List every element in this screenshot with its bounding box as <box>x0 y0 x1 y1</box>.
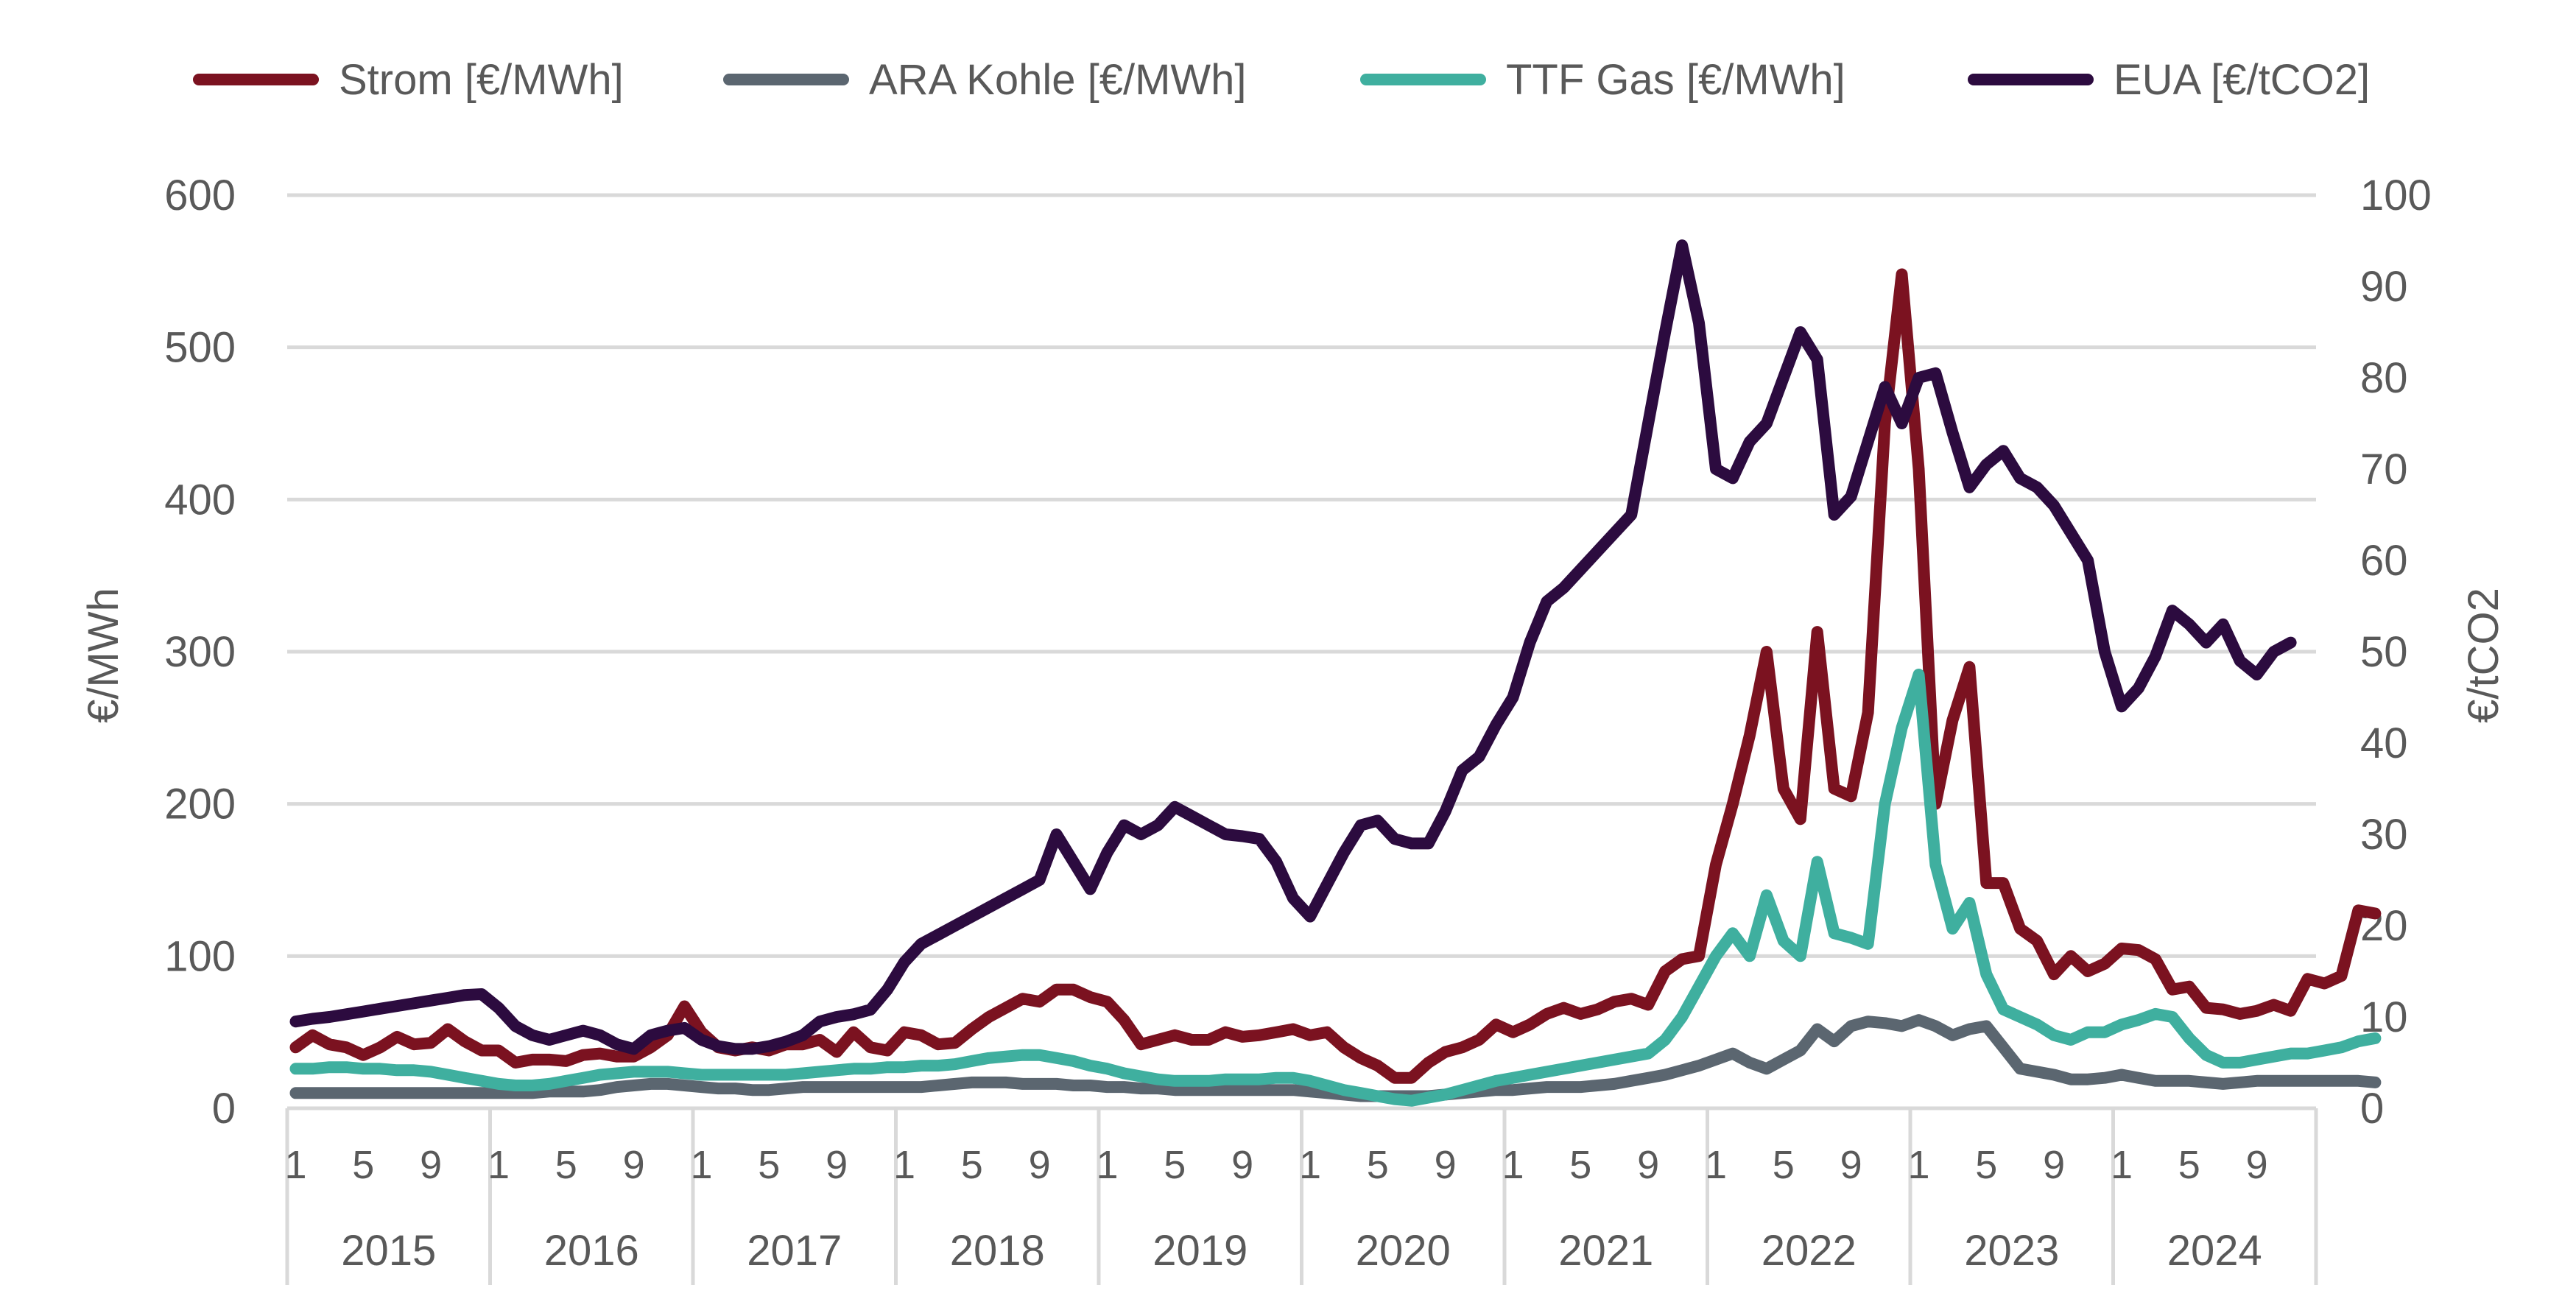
right-y-axis-title: €/tCO2 <box>2460 588 2508 723</box>
month-tick-label: 9 <box>826 1143 848 1187</box>
series-line-3 <box>289 239 2297 1055</box>
series-lines <box>289 239 2382 1107</box>
month-tick-label: 5 <box>1773 1143 1795 1187</box>
month-tick-label: 1 <box>893 1143 915 1187</box>
month-tick-label: 9 <box>1840 1143 1862 1187</box>
month-tick-label: 5 <box>352 1143 374 1187</box>
month-tick-label: 1 <box>1299 1143 1321 1187</box>
month-tick-label: 9 <box>1029 1143 1051 1187</box>
legend-label: ARA Kohle [€/MWh] <box>869 56 1247 104</box>
month-tick-label: 1 <box>1502 1143 1524 1187</box>
year-tick-label: 2017 <box>747 1227 842 1275</box>
gridlines <box>287 193 2316 1110</box>
x-axis: 1 5 9 2015 1 5 9 2016 1 5 9 2017 1 5 9 2018 1 5 9 2019 1 5 9 20… <box>284 1106 2318 1285</box>
left-tick-label: 600 <box>164 172 236 219</box>
right-tick-label: 80 <box>2360 354 2408 402</box>
month-tick-label: 1 <box>1096 1143 1118 1187</box>
month-tick-label: 1 <box>1705 1143 1727 1187</box>
month-tick-label: 5 <box>1164 1143 1186 1187</box>
legend: Strom [€/MWh] ARA Kohle [€/MWh] TTF Gas [€… <box>193 56 2370 104</box>
right-tick-label: 30 <box>2360 811 2408 859</box>
month-tick-label: 9 <box>420 1143 442 1187</box>
right-tick-label: 70 <box>2360 446 2408 493</box>
right-tick-label: 100 <box>2360 172 2432 219</box>
month-tick-label: 5 <box>1569 1143 1591 1187</box>
right-tick-label: 10 <box>2360 993 2408 1041</box>
year-tick-label: 2015 <box>341 1227 436 1275</box>
year-tick-label: 2023 <box>1964 1227 2059 1275</box>
left-tick-label: 0 <box>212 1085 236 1133</box>
month-tick-label: 9 <box>623 1143 645 1187</box>
month-tick-label: 9 <box>1435 1143 1457 1187</box>
month-tick-label: 9 <box>2246 1143 2268 1187</box>
series-line-2 <box>289 669 2382 1107</box>
month-tick-label: 1 <box>690 1143 712 1187</box>
month-tick-label: 5 <box>555 1143 577 1187</box>
left-tick-label: 300 <box>164 628 236 676</box>
month-tick-label: 9 <box>1231 1143 1253 1187</box>
month-tick-label: 5 <box>961 1143 983 1187</box>
right-tick-label: 40 <box>2360 719 2408 767</box>
left-tick-label: 400 <box>164 476 236 524</box>
legend-label: EUA [€/tCO2] <box>2114 56 2370 104</box>
month-tick-label: 1 <box>284 1143 306 1187</box>
month-tick-label: 5 <box>1367 1143 1389 1187</box>
month-tick-label: 5 <box>1975 1143 1997 1187</box>
month-tick-label: 1 <box>1907 1143 1929 1187</box>
left-tick-label: 200 <box>164 781 236 828</box>
year-tick-label: 2019 <box>1152 1227 1247 1275</box>
right-tick-label: 50 <box>2360 628 2408 676</box>
right-tick-label: 60 <box>2360 537 2408 585</box>
series-line-0 <box>289 268 2382 1084</box>
month-tick-label: 5 <box>758 1143 780 1187</box>
right-tick-label: 0 <box>2360 1085 2384 1133</box>
right-tick-label: 90 <box>2360 263 2408 311</box>
year-tick-label: 2022 <box>1762 1227 1857 1275</box>
left-tick-label: 100 <box>164 932 236 980</box>
month-tick-label: 1 <box>488 1143 510 1187</box>
year-tick-label: 2016 <box>544 1227 639 1275</box>
year-tick-label: 2020 <box>1356 1227 1451 1275</box>
left-tick-label: 500 <box>164 324 236 372</box>
legend-label: Strom [€/MWh] <box>339 56 624 104</box>
month-tick-label: 1 <box>2111 1143 2133 1187</box>
left-y-axis-title: €/MWh <box>80 588 127 723</box>
month-tick-label: 9 <box>2043 1143 2065 1187</box>
month-tick-label: 5 <box>2178 1143 2200 1187</box>
year-tick-label: 2018 <box>950 1227 1045 1275</box>
month-tick-label: 9 <box>1637 1143 1659 1187</box>
year-tick-label: 2021 <box>1558 1227 1653 1275</box>
year-tick-label: 2024 <box>2167 1227 2262 1275</box>
legend-label: TTF Gas [€/MWh] <box>1506 56 1845 104</box>
left-y-axis: 0 100 200 300 400 500 600 <box>164 172 236 1133</box>
